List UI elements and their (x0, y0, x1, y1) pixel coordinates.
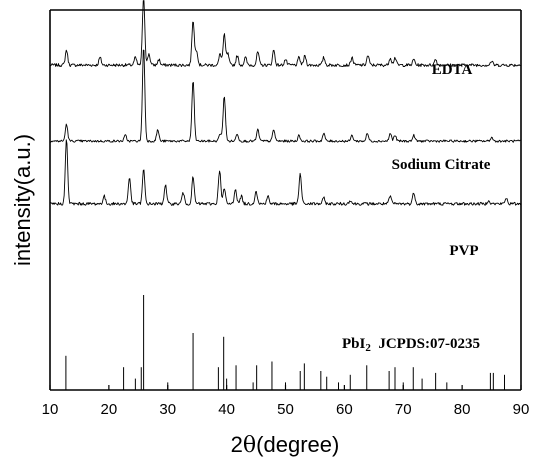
series-labels: EDTA Sodium Citrate PVP PbI2 JCPDS:07-0235 (342, 62, 491, 354)
x-tick-label-80: 80 (454, 401, 471, 418)
x-tick-label-10: 10 (42, 401, 59, 418)
reference-label: PbI2 JCPDS:07-0235 (342, 336, 480, 354)
reference-label-subscript: 2 (365, 342, 371, 354)
x-tick-label-40: 40 (218, 401, 235, 418)
series-label-sodium-citrate: Sodium Citrate (392, 157, 491, 173)
trace-sodium-citrate (49, 49, 521, 143)
trace-pvp (49, 139, 521, 206)
trace-edta (49, 0, 521, 68)
x-tick-label-60: 60 (336, 401, 353, 418)
x-tick-label-20: 20 (101, 401, 118, 418)
reference-label-rest: JCPDS:07-0235 (371, 336, 480, 352)
x-tick-label-50: 50 (277, 401, 294, 418)
diffraction-traces (49, 0, 521, 206)
series-label-pvp: PVP (449, 243, 478, 259)
reference-label-prefix: PbI (342, 336, 366, 352)
y-axis-title: intensity(a.u.) (10, 134, 35, 266)
x-tick-label-70: 70 (395, 401, 412, 418)
x-tick-label-30: 30 (159, 401, 176, 418)
x-tick-label-90: 90 (513, 401, 530, 418)
reference-pattern (65, 295, 506, 390)
x-axis-title: 2θ(degree) (231, 432, 340, 458)
series-label-edta: EDTA (432, 62, 473, 78)
